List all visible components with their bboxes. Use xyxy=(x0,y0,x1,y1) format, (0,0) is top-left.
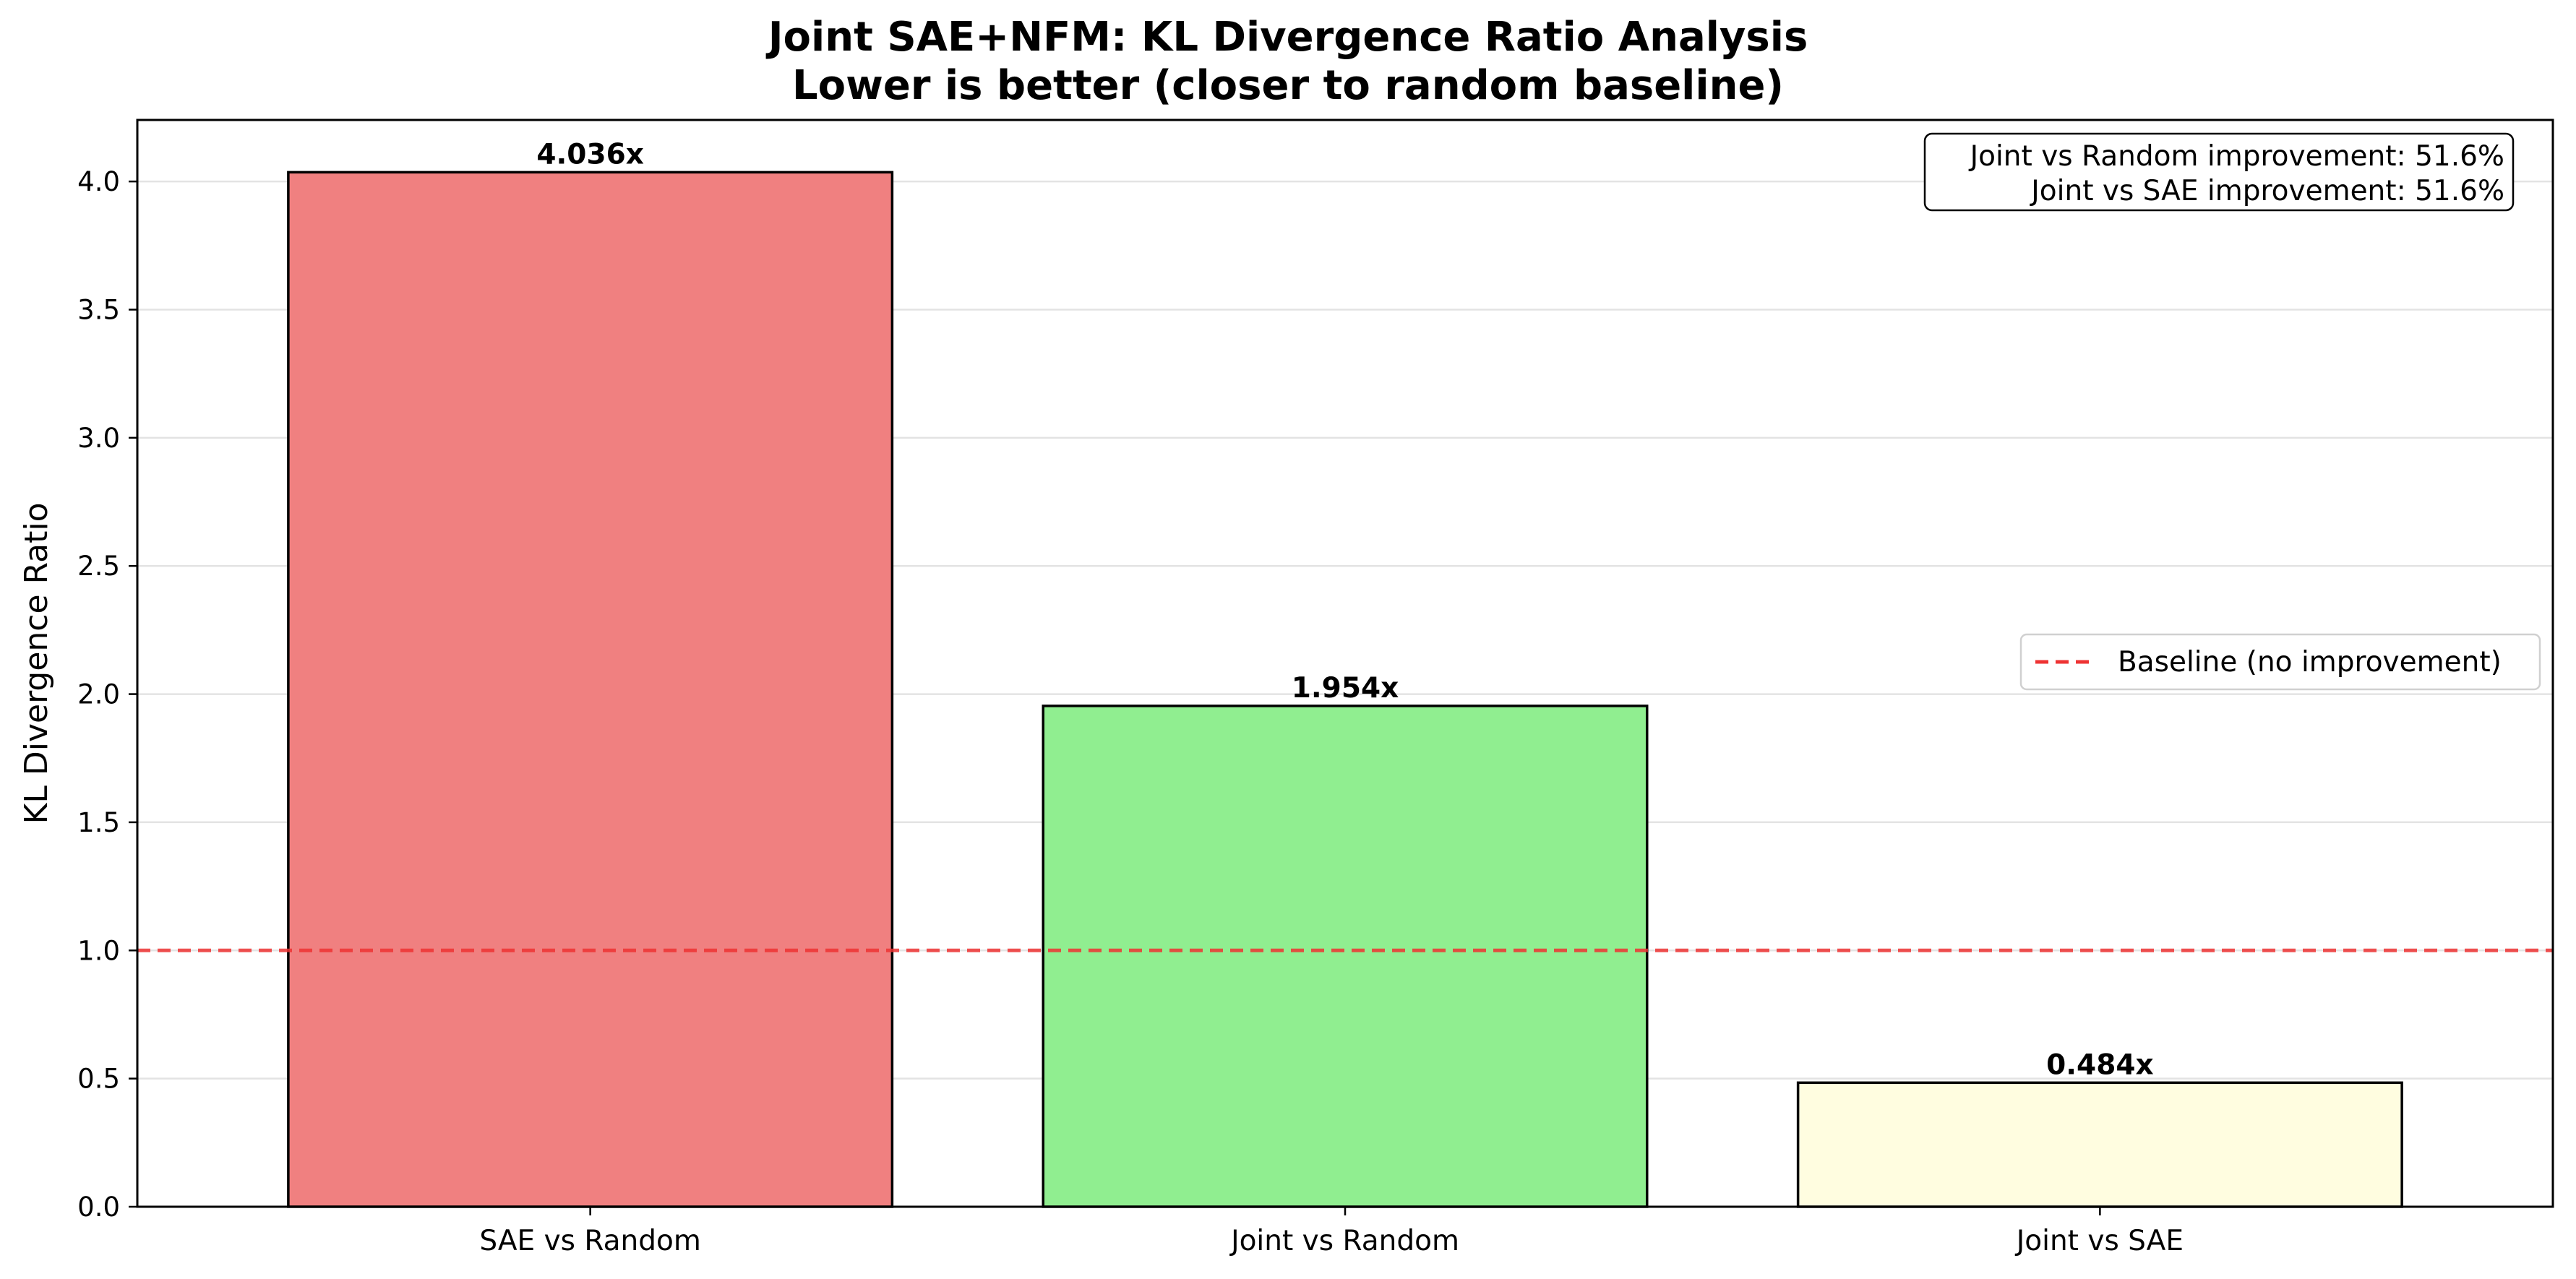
y-tick-label: 1.5 xyxy=(77,807,120,838)
annotation-line-sae: Joint vs SAE improvement: 51.6% xyxy=(2029,175,2504,207)
x-tick-label: Joint vs Random xyxy=(1229,1225,1459,1257)
bar-value-label: 0.484x xyxy=(2046,1048,2154,1081)
bar-value-label: 1.954x xyxy=(1292,672,1399,705)
y-axis-label: KL Divergence Ratio xyxy=(18,503,55,824)
y-tick-label: 0.0 xyxy=(77,1192,120,1223)
legend-frame xyxy=(2019,633,2541,691)
y-tick-label: 4.0 xyxy=(77,166,120,197)
y-tick-label: 2.0 xyxy=(77,679,120,710)
bar-value-label: 4.036x xyxy=(536,138,644,171)
legend: Baseline (no improvement) xyxy=(2019,633,2541,691)
annotation-frame xyxy=(1923,132,2515,212)
bars xyxy=(287,171,2403,1208)
axis-ticks: 0.0 0.5 1.0 1.5 2.0 2.5 3.0 3.5 4.0 SAE vs Random… xyxy=(77,166,2184,1257)
x-tick-label: SAE vs Random xyxy=(479,1225,700,1257)
y-tick-label: 1.0 xyxy=(77,935,120,966)
value-labels: 4.036x 1.954x 0.484x xyxy=(536,138,2153,1081)
bar-sae-vs-random xyxy=(287,171,894,1208)
legend-baseline-label: Baseline (no improvement) xyxy=(2118,646,2502,679)
bar-joint-vs-random xyxy=(1042,705,1649,1208)
y-tick-label: 2.5 xyxy=(77,551,120,582)
annotation-box: Joint vs Random improvement: 51.6% Joint… xyxy=(1923,132,2515,212)
y-tick-label: 0.5 xyxy=(77,1064,120,1095)
bar-joint-vs-sae xyxy=(1796,1081,2403,1208)
y-tick-label: 3.5 xyxy=(77,294,120,325)
x-tick-label: Joint vs SAE xyxy=(2014,1225,2184,1257)
chart-subtitle: Lower is better (closer to random baseli… xyxy=(792,62,1784,109)
chart-title: Joint SAE+NFM: KL Divergence Ratio Analy… xyxy=(765,14,1808,61)
y-tick-label: 3.0 xyxy=(77,423,120,454)
annotation-line-random: Joint vs Random improvement: 51.6% xyxy=(1968,140,2504,173)
